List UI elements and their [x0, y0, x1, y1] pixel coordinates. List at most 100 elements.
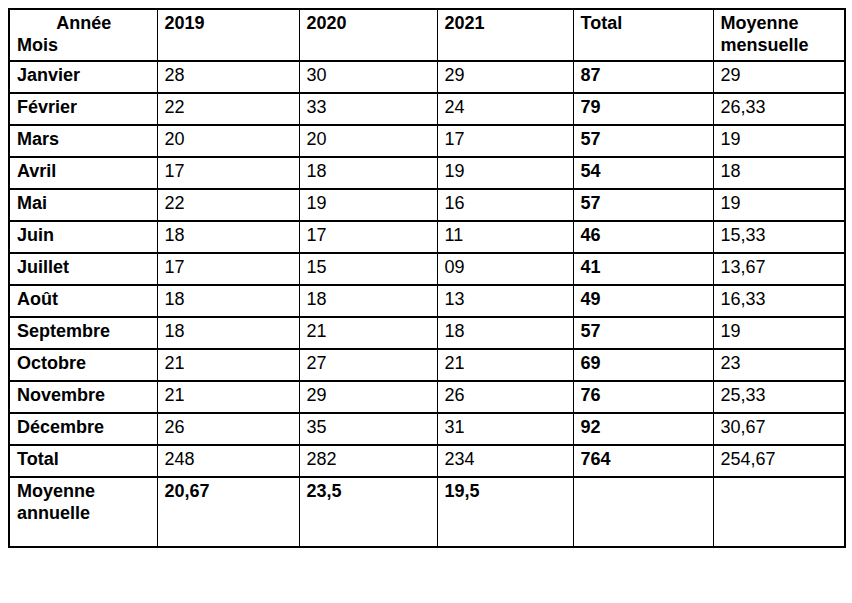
- table-cell: 17: [157, 253, 299, 285]
- row-label: Novembre: [9, 381, 157, 413]
- table-cell: 282: [299, 445, 437, 477]
- table-cell: 41: [573, 253, 713, 285]
- table-cell: 15,33: [713, 221, 845, 253]
- row-label: Mars: [9, 125, 157, 157]
- table-cell: 29: [713, 61, 845, 93]
- table-cell: 17: [299, 221, 437, 253]
- table-cell: 49: [573, 285, 713, 317]
- corner-mois-label: Mois: [17, 35, 151, 57]
- row-label: Février: [9, 93, 157, 125]
- table-cell: 18: [157, 285, 299, 317]
- monthly-attendance-table: Année Mois 2019 2020 2021 Total Moyenne …: [8, 8, 846, 548]
- table-cell: 25,33: [713, 381, 845, 413]
- table-cell: 33: [299, 93, 437, 125]
- column-header-2019: 2019: [157, 9, 299, 61]
- table-row-moyenne-annuelle: Moyenne annuelle20,6723,519,5: [9, 477, 845, 547]
- table-cell: 46: [573, 221, 713, 253]
- table-cell: 18: [157, 221, 299, 253]
- table-row-ao-t: Août1818134916,33: [9, 285, 845, 317]
- table-cell: 19: [437, 157, 573, 189]
- table-cell: 30,67: [713, 413, 845, 445]
- row-label: Octobre: [9, 349, 157, 381]
- table-cell: 23,5: [299, 477, 437, 547]
- table-cell: 29: [299, 381, 437, 413]
- table-cell: 248: [157, 445, 299, 477]
- row-label: Décembre: [9, 413, 157, 445]
- table-cell: 26: [157, 413, 299, 445]
- row-label: Mai: [9, 189, 157, 221]
- table-cell: 13,67: [713, 253, 845, 285]
- table-body: Janvier2830298729Février2233247926,33Mar…: [9, 61, 845, 547]
- table-cell: 57: [573, 189, 713, 221]
- table-cell: 19,5: [437, 477, 573, 547]
- table-cell: [573, 477, 713, 547]
- table-cell: 18: [437, 317, 573, 349]
- table-cell: 17: [157, 157, 299, 189]
- table-cell: 15: [299, 253, 437, 285]
- table-cell: 254,67: [713, 445, 845, 477]
- table-row-octobre: Octobre2127216923: [9, 349, 845, 381]
- column-header-total: Total: [573, 9, 713, 61]
- table-cell: 27: [299, 349, 437, 381]
- table-cell: 19: [713, 189, 845, 221]
- table-row-mai: Mai2219165719: [9, 189, 845, 221]
- table-cell: [713, 477, 845, 547]
- table-cell: 79: [573, 93, 713, 125]
- table-cell: 76: [573, 381, 713, 413]
- table-cell: 13: [437, 285, 573, 317]
- table-cell: 31: [437, 413, 573, 445]
- table-row-juin: Juin1817114615,33: [9, 221, 845, 253]
- table-row-novembre: Novembre2129267625,33: [9, 381, 845, 413]
- table-cell: 21: [299, 317, 437, 349]
- table-cell: 20: [157, 125, 299, 157]
- document-page: Année Mois 2019 2020 2021 Total Moyenne …: [0, 0, 852, 603]
- table-cell: 92: [573, 413, 713, 445]
- header-row: Année Mois 2019 2020 2021 Total Moyenne …: [9, 9, 845, 61]
- table-cell: 19: [713, 317, 845, 349]
- column-header-2021: 2021: [437, 9, 573, 61]
- table-cell: 20: [299, 125, 437, 157]
- table-cell: 28: [157, 61, 299, 93]
- row-label: Juin: [9, 221, 157, 253]
- table-cell: 18: [299, 285, 437, 317]
- table-cell: 764: [573, 445, 713, 477]
- row-label: Moyenne annuelle: [9, 477, 157, 547]
- table-cell: 21: [157, 381, 299, 413]
- table-cell: 54: [573, 157, 713, 189]
- table-cell: 87: [573, 61, 713, 93]
- corner-header-cell: Année Mois: [9, 9, 157, 61]
- table-cell: 18: [713, 157, 845, 189]
- table-cell: 09: [437, 253, 573, 285]
- table-cell: 69: [573, 349, 713, 381]
- table-cell: 19: [299, 189, 437, 221]
- table-row-d-cembre: Décembre2635319230,67: [9, 413, 845, 445]
- table-row-total: Total248282234764254,67: [9, 445, 845, 477]
- table-cell: 11: [437, 221, 573, 253]
- column-header-2020: 2020: [299, 9, 437, 61]
- row-label: Septembre: [9, 317, 157, 349]
- table-cell: 22: [157, 189, 299, 221]
- table-row-mars: Mars2020175719: [9, 125, 845, 157]
- table-cell: 21: [437, 349, 573, 381]
- table-cell: 21: [157, 349, 299, 381]
- table-row-avril: Avril1718195418: [9, 157, 845, 189]
- table-cell: 24: [437, 93, 573, 125]
- table-cell: 16,33: [713, 285, 845, 317]
- table-row-juillet: Juillet1715094113,67: [9, 253, 845, 285]
- row-label: Juillet: [9, 253, 157, 285]
- table-cell: 16: [437, 189, 573, 221]
- table-cell: 57: [573, 125, 713, 157]
- row-label: Août: [9, 285, 157, 317]
- table-row-f-vrier: Février2233247926,33: [9, 93, 845, 125]
- table-cell: 234: [437, 445, 573, 477]
- row-label: Avril: [9, 157, 157, 189]
- table-cell: 19: [713, 125, 845, 157]
- corner-annee-label: Année: [17, 13, 151, 35]
- table-cell: 26: [437, 381, 573, 413]
- table-cell: 35: [299, 413, 437, 445]
- table-cell: 22: [157, 93, 299, 125]
- column-header-moyenne-mensuelle: Moyenne mensuelle: [713, 9, 845, 61]
- table-row-janvier: Janvier2830298729: [9, 61, 845, 93]
- row-label: Janvier: [9, 61, 157, 93]
- table-cell: 23: [713, 349, 845, 381]
